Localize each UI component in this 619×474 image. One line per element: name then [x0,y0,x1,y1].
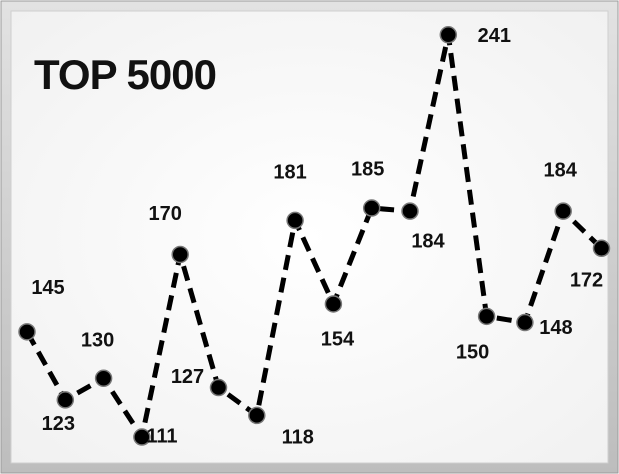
marker [286,211,304,230]
data-label: 241 [478,25,511,47]
marker [439,26,458,44]
marker [554,202,572,220]
series: 145 123 130 111 170 127 118 181 154 185 184 241 150 1… [18,25,611,449]
data-label: 150 [456,342,489,364]
data-label: 154 [321,328,355,350]
data-label: 127 [171,366,204,388]
plot-area [10,10,609,464]
marker [401,202,419,220]
chart-title: TOP 5000 [34,51,216,98]
marker [171,245,189,264]
data-label: 184 [411,230,445,252]
marker [516,313,534,332]
marker [56,391,75,409]
data-label: 148 [539,317,572,339]
marker [324,295,343,313]
marker [362,199,381,217]
data-label: 185 [351,158,384,180]
marker [133,428,151,446]
data-label: 172 [570,270,603,292]
marker [209,378,228,397]
data-label: 170 [149,203,182,225]
marker [248,406,266,425]
data-label: 123 [42,413,75,435]
data-label: 145 [31,277,64,299]
data-label: 111 [146,425,177,447]
data-label: 184 [544,159,578,181]
data-label: 181 [273,162,306,184]
data-label: 130 [81,330,114,352]
marker [94,369,113,388]
data-label: 118 [282,427,314,449]
line [24,32,604,440]
marker [18,323,36,341]
marker [592,239,611,258]
marker [477,307,496,326]
